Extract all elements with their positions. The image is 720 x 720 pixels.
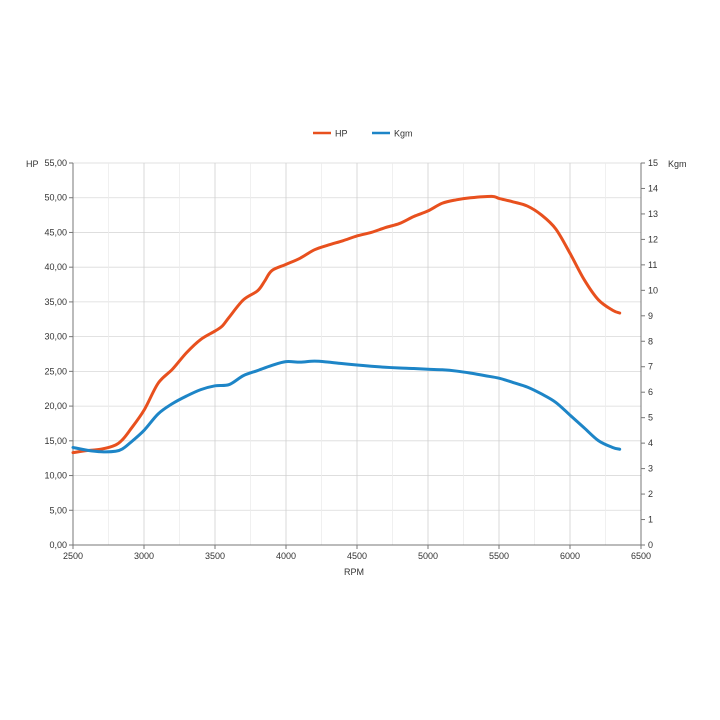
y-right-tick-label: 7: [648, 362, 653, 372]
y-left-tick-label: 20,00: [44, 401, 67, 411]
y-right-axis-title: Kgm: [668, 159, 687, 169]
y-left-tick-label: 0,00: [49, 540, 67, 550]
x-tick-label: 5500: [489, 551, 509, 561]
series-line-hp: [71, 194, 622, 455]
y-left-tick-label: 45,00: [44, 227, 67, 237]
y-right-tick-label: 14: [648, 183, 658, 193]
x-tick-label: 3500: [205, 551, 225, 561]
x-tick-label: 6000: [560, 551, 580, 561]
y-right-tick-label: 2: [648, 489, 653, 499]
x-axis-title: RPM: [344, 567, 364, 577]
y-left-tick-label: 10,00: [44, 471, 67, 481]
y-right-tick-label: 3: [648, 464, 653, 474]
y-left-tick-label: 50,00: [44, 193, 67, 203]
y-left-tick-label: 35,00: [44, 297, 67, 307]
x-tick-label: 3000: [134, 551, 154, 561]
y-right-tick-label: 13: [648, 209, 658, 219]
y-right-tick-label: 9: [648, 311, 653, 321]
y-right-tick-label: 5: [648, 413, 653, 423]
y-left-tick-label: 55,00: [44, 158, 67, 168]
y-left-tick-label: 40,00: [44, 262, 67, 272]
x-tick-label: 2500: [63, 551, 83, 561]
y-left-tick-label: 25,00: [44, 366, 67, 376]
y-right-tick-label: 12: [648, 234, 658, 244]
y-right-tick-label: 15: [648, 158, 658, 168]
legend-label-hp: HP: [335, 129, 348, 139]
x-tick-label: 5000: [418, 551, 438, 561]
y-right-tick-label: 10: [648, 285, 658, 295]
series-line-kgm: [71, 359, 622, 454]
y-right-tick-label: 0: [648, 540, 653, 550]
y-right-tick-label: 11: [648, 260, 657, 270]
chart-legend: HP Kgm: [313, 129, 413, 139]
chart-series: [71, 194, 622, 455]
legend-label-kgm: Kgm: [394, 129, 413, 139]
x-tick-label: 4500: [347, 551, 367, 561]
y-right-tick-label: 4: [648, 438, 653, 448]
y-left-tick-label: 5,00: [49, 505, 67, 515]
x-tick-label: 6500: [631, 551, 651, 561]
y-left-axis-title: HP: [26, 159, 39, 169]
y-right-tick-label: 1: [648, 515, 653, 525]
chart-ticks: 2500 3000 3500 4000 4500 5000 5500 6000 6500 0,00…: [44, 158, 658, 561]
y-right-tick-label: 8: [648, 336, 653, 346]
y-left-tick-label: 15,00: [44, 436, 67, 446]
x-tick-label: 4000: [276, 551, 296, 561]
y-right-tick-label: 6: [648, 387, 653, 397]
y-left-tick-label: 30,00: [44, 332, 67, 342]
